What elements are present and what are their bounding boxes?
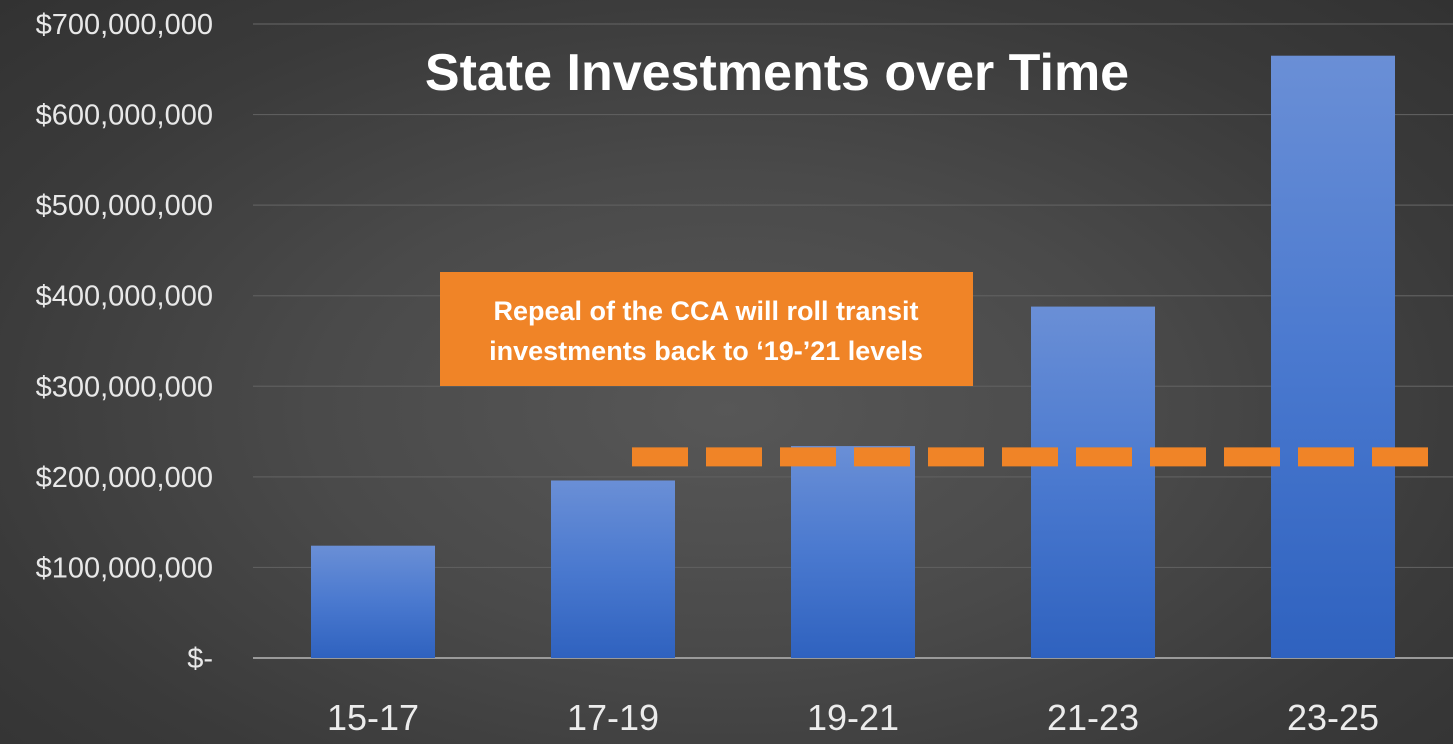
y-tick-label: $500,000,000 — [36, 190, 213, 222]
y-tick-label: $700,000,000 — [36, 9, 213, 41]
annotation-box — [440, 272, 973, 386]
y-tick-label: $300,000,000 — [36, 371, 213, 403]
bar-19-21 — [791, 446, 915, 658]
x-tick-label: 15-17 — [327, 697, 419, 738]
y-tick-label: $- — [187, 643, 213, 675]
x-tick-label: 23-25 — [1287, 697, 1379, 738]
bar-15-17 — [311, 545, 435, 658]
y-tick-label: $600,000,000 — [36, 100, 213, 132]
y-tick-label: $200,000,000 — [36, 462, 213, 494]
x-tick-label: 19-21 — [807, 697, 899, 738]
x-tick-label: 21-23 — [1047, 697, 1139, 738]
annotation-callout: Repeal of the CCA will roll transit inve… — [440, 272, 973, 386]
annotation-line-2: investments back to ‘19-’21 levels — [489, 336, 923, 366]
y-tick-label: $400,000,000 — [36, 281, 213, 313]
chart-title: State Investments over Time — [425, 44, 1129, 102]
x-tick-label: 17-19 — [567, 697, 659, 738]
bar-21-23 — [1031, 306, 1155, 658]
annotation-line-1: Repeal of the CCA will roll transit — [493, 296, 918, 326]
bars — [311, 55, 1395, 658]
bar-23-25 — [1271, 55, 1395, 658]
x-axis-ticks: 15-17 17-19 19-21 21-23 23-25 — [327, 697, 1379, 738]
bar-17-19 — [551, 480, 675, 658]
y-axis-ticks: $- $100,000,000 $200,000,000 $300,000,000 $4… — [36, 9, 213, 675]
y-tick-label: $100,000,000 — [36, 552, 213, 584]
